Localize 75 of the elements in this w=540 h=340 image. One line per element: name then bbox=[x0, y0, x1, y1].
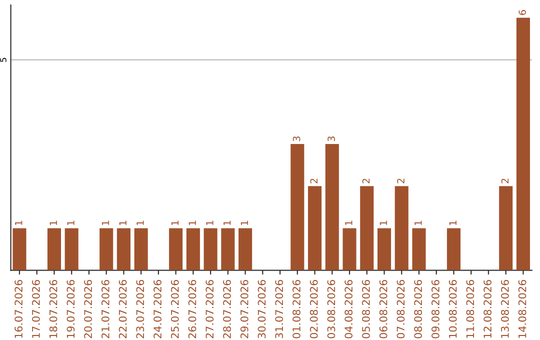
bar bbox=[342, 228, 356, 270]
x-tick-label: 29.07.2026 bbox=[240, 280, 248, 338]
bar bbox=[169, 228, 183, 270]
data-label: 1 bbox=[188, 220, 196, 226]
bar bbox=[499, 186, 513, 270]
x-tick-label: 23.07.2026 bbox=[136, 280, 144, 338]
data-label: 1 bbox=[449, 220, 456, 226]
bar bbox=[325, 144, 339, 270]
x-tick-label: 03.08.2026 bbox=[327, 280, 336, 338]
bar bbox=[360, 186, 374, 270]
bar bbox=[64, 228, 78, 270]
data-label: 1 bbox=[50, 220, 57, 226]
x-tick-label: 13.08.2026 bbox=[500, 280, 509, 338]
data-label: 2 bbox=[310, 178, 318, 184]
x-tick-label: 07.08.2026 bbox=[396, 280, 405, 338]
data-label: 3 bbox=[292, 136, 300, 142]
x-tick-label: 05.08.2026 bbox=[362, 280, 370, 338]
x-tick-label: 19.07.2026 bbox=[66, 280, 75, 338]
x-tick-label: 16.07.2026 bbox=[14, 280, 23, 338]
bar bbox=[186, 228, 200, 270]
x-tick-label: 24.07.2026 bbox=[154, 280, 162, 338]
x-tick-label: 20.07.2026 bbox=[84, 280, 92, 338]
data-label: 1 bbox=[119, 220, 126, 226]
x-tick-label: 22.07.2026 bbox=[118, 280, 127, 338]
data-label: 1 bbox=[171, 220, 178, 226]
x-tick-label: 08.08.2026 bbox=[414, 280, 422, 338]
bar bbox=[238, 228, 252, 270]
x-tick-label: 11.08.2026 bbox=[466, 280, 474, 338]
x-tick-label: 18.07.2026 bbox=[49, 280, 58, 338]
x-tick-label: 27.07.2026 bbox=[206, 280, 214, 338]
x-tick-label: 06.08.2026 bbox=[379, 280, 388, 338]
bar bbox=[516, 18, 530, 270]
data-label: 2 bbox=[397, 178, 404, 184]
bar bbox=[100, 228, 114, 270]
data-label: 1 bbox=[414, 220, 422, 226]
data-label: 2 bbox=[362, 178, 370, 184]
bar bbox=[308, 186, 322, 270]
data-label: 2 bbox=[501, 178, 509, 184]
x-tick-label: 02.08.2026 bbox=[310, 280, 318, 338]
bar bbox=[412, 228, 426, 270]
x-tick-label: 14.08.2026 bbox=[518, 280, 526, 338]
bar bbox=[12, 228, 26, 270]
bar bbox=[394, 186, 408, 270]
data-label: 1 bbox=[345, 220, 352, 226]
x-tick-label: 25.07.2026 bbox=[170, 280, 179, 338]
bar bbox=[377, 228, 392, 270]
bar bbox=[47, 228, 61, 270]
data-label: 1 bbox=[102, 220, 110, 226]
x-tick-label: 01.08.2026 bbox=[292, 280, 300, 338]
data-label: 3 bbox=[328, 136, 335, 142]
x-tick-label: 21.07.2026 bbox=[101, 280, 110, 338]
data-label: 1 bbox=[136, 220, 144, 226]
bar bbox=[204, 228, 218, 270]
x-tick-label: 31.07.2026 bbox=[275, 280, 284, 338]
x-tick-label: 28.07.2026 bbox=[223, 280, 231, 338]
data-label: 1 bbox=[206, 220, 214, 226]
x-tick-label: 17.07.2026 bbox=[32, 280, 40, 338]
data-label: 1 bbox=[224, 220, 231, 226]
bar bbox=[290, 144, 304, 270]
data-label: 1 bbox=[240, 220, 248, 226]
x-tick-label: 26.07.2026 bbox=[188, 280, 196, 338]
data-label: 1 bbox=[67, 220, 74, 226]
data-label: 6 bbox=[518, 10, 526, 15]
x-tick-label: 10.08.2026 bbox=[448, 280, 457, 338]
x-tick-label: 30.07.2026 bbox=[258, 280, 266, 338]
x-tick-label: 09.08.2026 bbox=[432, 280, 440, 338]
data-label: 1 bbox=[15, 220, 22, 226]
bar bbox=[446, 228, 461, 270]
data-label: 1 bbox=[380, 220, 387, 226]
bar bbox=[221, 228, 235, 270]
x-tick-label: 04.08.2026 bbox=[344, 280, 353, 338]
bar bbox=[116, 228, 130, 270]
x-tick-label: 12.08.2026 bbox=[484, 280, 492, 338]
bar bbox=[134, 228, 148, 270]
y-tick-label: 5 bbox=[0, 58, 6, 62]
